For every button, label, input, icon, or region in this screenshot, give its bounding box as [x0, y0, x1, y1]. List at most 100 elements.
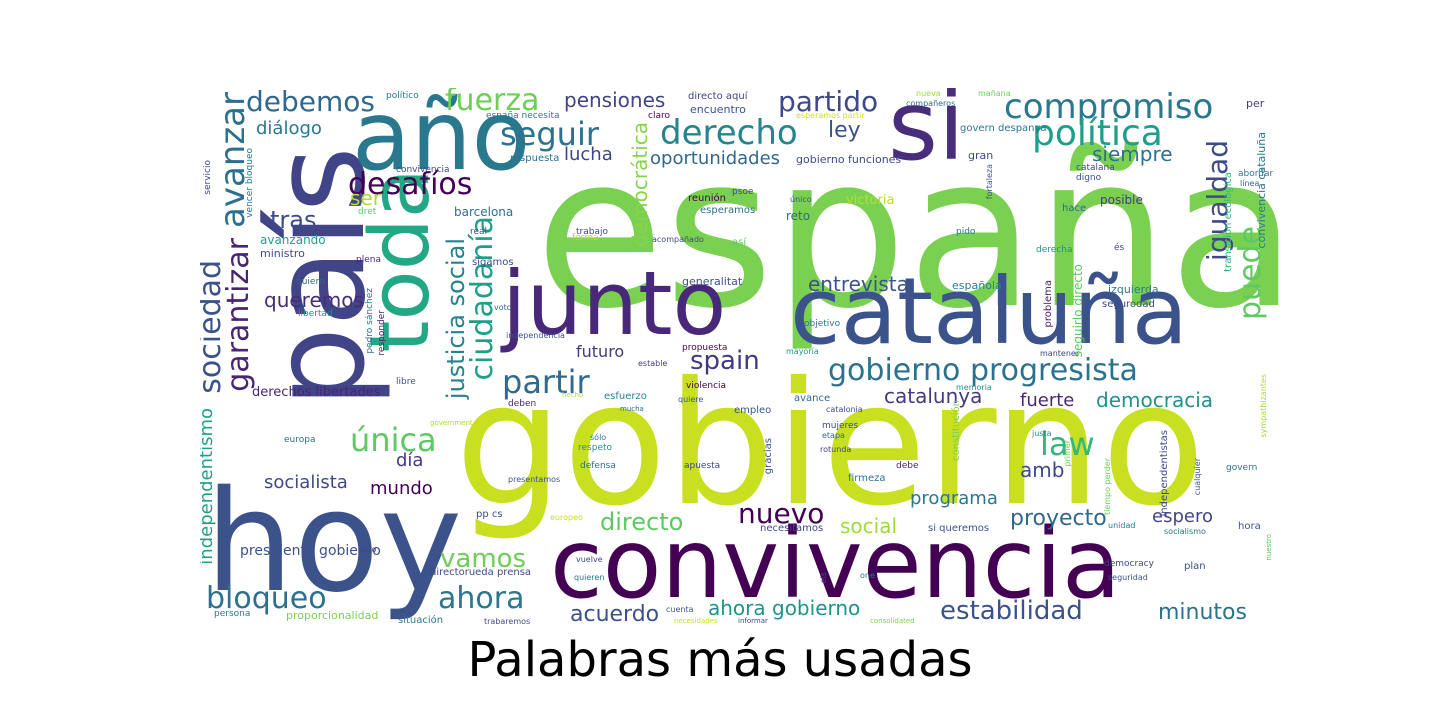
word-desafios: desafíos — [348, 167, 473, 202]
word-politica: política — [1032, 113, 1163, 154]
word-forma: forma — [572, 233, 599, 243]
word-encuentro: encuentro — [690, 103, 746, 116]
word-debe: debe — [896, 461, 919, 471]
word-pensiones: pensiones — [564, 88, 666, 112]
word-libertad: libertad — [298, 309, 333, 319]
word-hora: hora — [1238, 521, 1261, 532]
word-espana-necesita: españa necesita — [486, 111, 560, 121]
word-partido: partido — [778, 88, 879, 118]
word-govern: govern — [1226, 463, 1258, 473]
word-tras: tras — [270, 206, 317, 234]
word-victoria: victoria — [846, 193, 895, 208]
word-estable: estable — [638, 359, 668, 368]
word-primer: primer — [1063, 440, 1072, 467]
word-ahora-gobierno: ahora gobierno — [708, 596, 861, 620]
word-justicia-social: justicia social — [442, 238, 470, 400]
word-compromiso: compromiso — [1004, 88, 1214, 127]
word-hoy: hoy — [205, 461, 463, 624]
word-fortaleza: fortaleza — [985, 164, 994, 200]
word-deben: deben — [508, 399, 537, 409]
word-rotunda: rotunda — [820, 445, 852, 454]
word-nuestro: nuestro — [1265, 534, 1273, 561]
word-defensa: defensa — [580, 461, 616, 471]
word-directo: directo — [600, 508, 684, 536]
word-abordar: abordar — [1238, 169, 1274, 179]
word-reto: reto — [786, 209, 811, 223]
word-constitucion: constitución — [951, 400, 962, 461]
word-unica: única — [350, 421, 437, 459]
word-quieren: quieren — [574, 573, 605, 582]
word-plena: plena — [356, 255, 381, 265]
word-junto: junto — [502, 252, 727, 355]
word-avanzando: avanzando — [260, 233, 326, 247]
word-informar: informar — [738, 617, 768, 625]
word-gobierno-progresista: gobierno progresista — [828, 353, 1138, 388]
word-programa: programa — [910, 488, 998, 509]
word-cloud: españa gobierno convivencia país hoy año… — [200, 88, 1280, 628]
word-sociedad: sociedad — [200, 260, 228, 394]
word-convivencia-small: convivencia — [396, 165, 450, 175]
word-futuro: futuro — [576, 342, 625, 361]
word-entrevista: entrevista — [808, 272, 909, 296]
word-derecho: derecho — [660, 113, 798, 153]
word-garantizar: garantizar — [221, 238, 256, 392]
word-hecho: hecho — [562, 391, 584, 399]
word-mujeres: mujeres — [822, 421, 859, 431]
word-socialista: socialista — [264, 472, 348, 493]
word-independentistas: independentistas — [1159, 430, 1170, 517]
word-europeo: europeo — [550, 513, 583, 522]
word-govern-despanya: govern despanya — [960, 123, 1047, 134]
word-oportunidades: oportunidades — [650, 148, 781, 169]
word-cataluna: cataluña — [790, 258, 1188, 365]
word-vuelve: vuelve — [576, 555, 603, 564]
word-vamos: vamos — [440, 544, 527, 574]
word-respeto: respeto — [578, 443, 613, 453]
word-sigamos: sigamos — [472, 257, 514, 268]
word-si: si — [888, 88, 965, 182]
word-ahora: ahora — [438, 581, 525, 616]
word-gobierno-funciones: gobierno funciones — [796, 153, 902, 166]
word-fuerza: fuerza — [445, 88, 540, 118]
word-derechos-libertades: derechos libertades — [252, 385, 381, 400]
word-memoria: memoria — [956, 383, 992, 392]
word-barcelona: barcelona — [454, 205, 514, 219]
word-acompanado: acompañado — [652, 235, 704, 244]
word-seguirlo-directo: seguirlo directo — [1071, 264, 1085, 358]
word-situacion: situación — [398, 615, 444, 626]
word-siempre: siempre — [1092, 142, 1173, 166]
word-transicion-ecologica: transición ecológica — [1223, 172, 1234, 272]
word-derecha: derecha — [1036, 245, 1073, 255]
word-solo: sólo — [590, 433, 607, 442]
word-si-queremos: si queremos — [928, 523, 990, 534]
word-etapa: etapa — [822, 431, 845, 440]
word-sido: sido — [360, 545, 377, 554]
word-social: social — [840, 514, 898, 538]
word-presentamos: presentamos — [508, 475, 561, 484]
word-justa: justa — [1032, 429, 1052, 438]
word-one: one — [860, 571, 875, 580]
word-democracy: democracy — [1104, 559, 1154, 569]
word-digno: digno — [1076, 173, 1102, 183]
word-unidad: unidad — [1108, 521, 1136, 530]
word-ser: ser — [350, 186, 381, 210]
word-ano: año — [352, 88, 531, 192]
word-seguridad: seguridad — [1108, 573, 1148, 582]
word-gracias: gracias — [763, 438, 774, 475]
word-espanola: española — [952, 279, 1002, 292]
word-europa: europa — [284, 435, 316, 445]
word-ley: ley — [828, 118, 861, 143]
word-trabaremos: trabaremos — [484, 617, 531, 626]
word-debemos: debemos — [246, 88, 375, 118]
word-firmeza: firmeza — [848, 473, 886, 484]
word-apuesta: apuesta — [684, 461, 721, 471]
word-problema: problema — [1043, 280, 1054, 328]
word-ministro: ministro — [260, 247, 305, 260]
word-vencer-bloqueo: vencer bloqueo — [245, 148, 255, 218]
word-necesidades: necesidades — [674, 617, 718, 625]
word-per: per — [1246, 97, 1265, 110]
word-sympathizantes: sympathizantes — [1259, 374, 1268, 438]
word-claro: claro — [648, 111, 670, 121]
word-psoe: psoe — [732, 187, 754, 197]
word-esperamos-partir: esperamos partir — [796, 111, 865, 120]
word-proporcionalidad: proporcionalidad — [286, 609, 379, 622]
